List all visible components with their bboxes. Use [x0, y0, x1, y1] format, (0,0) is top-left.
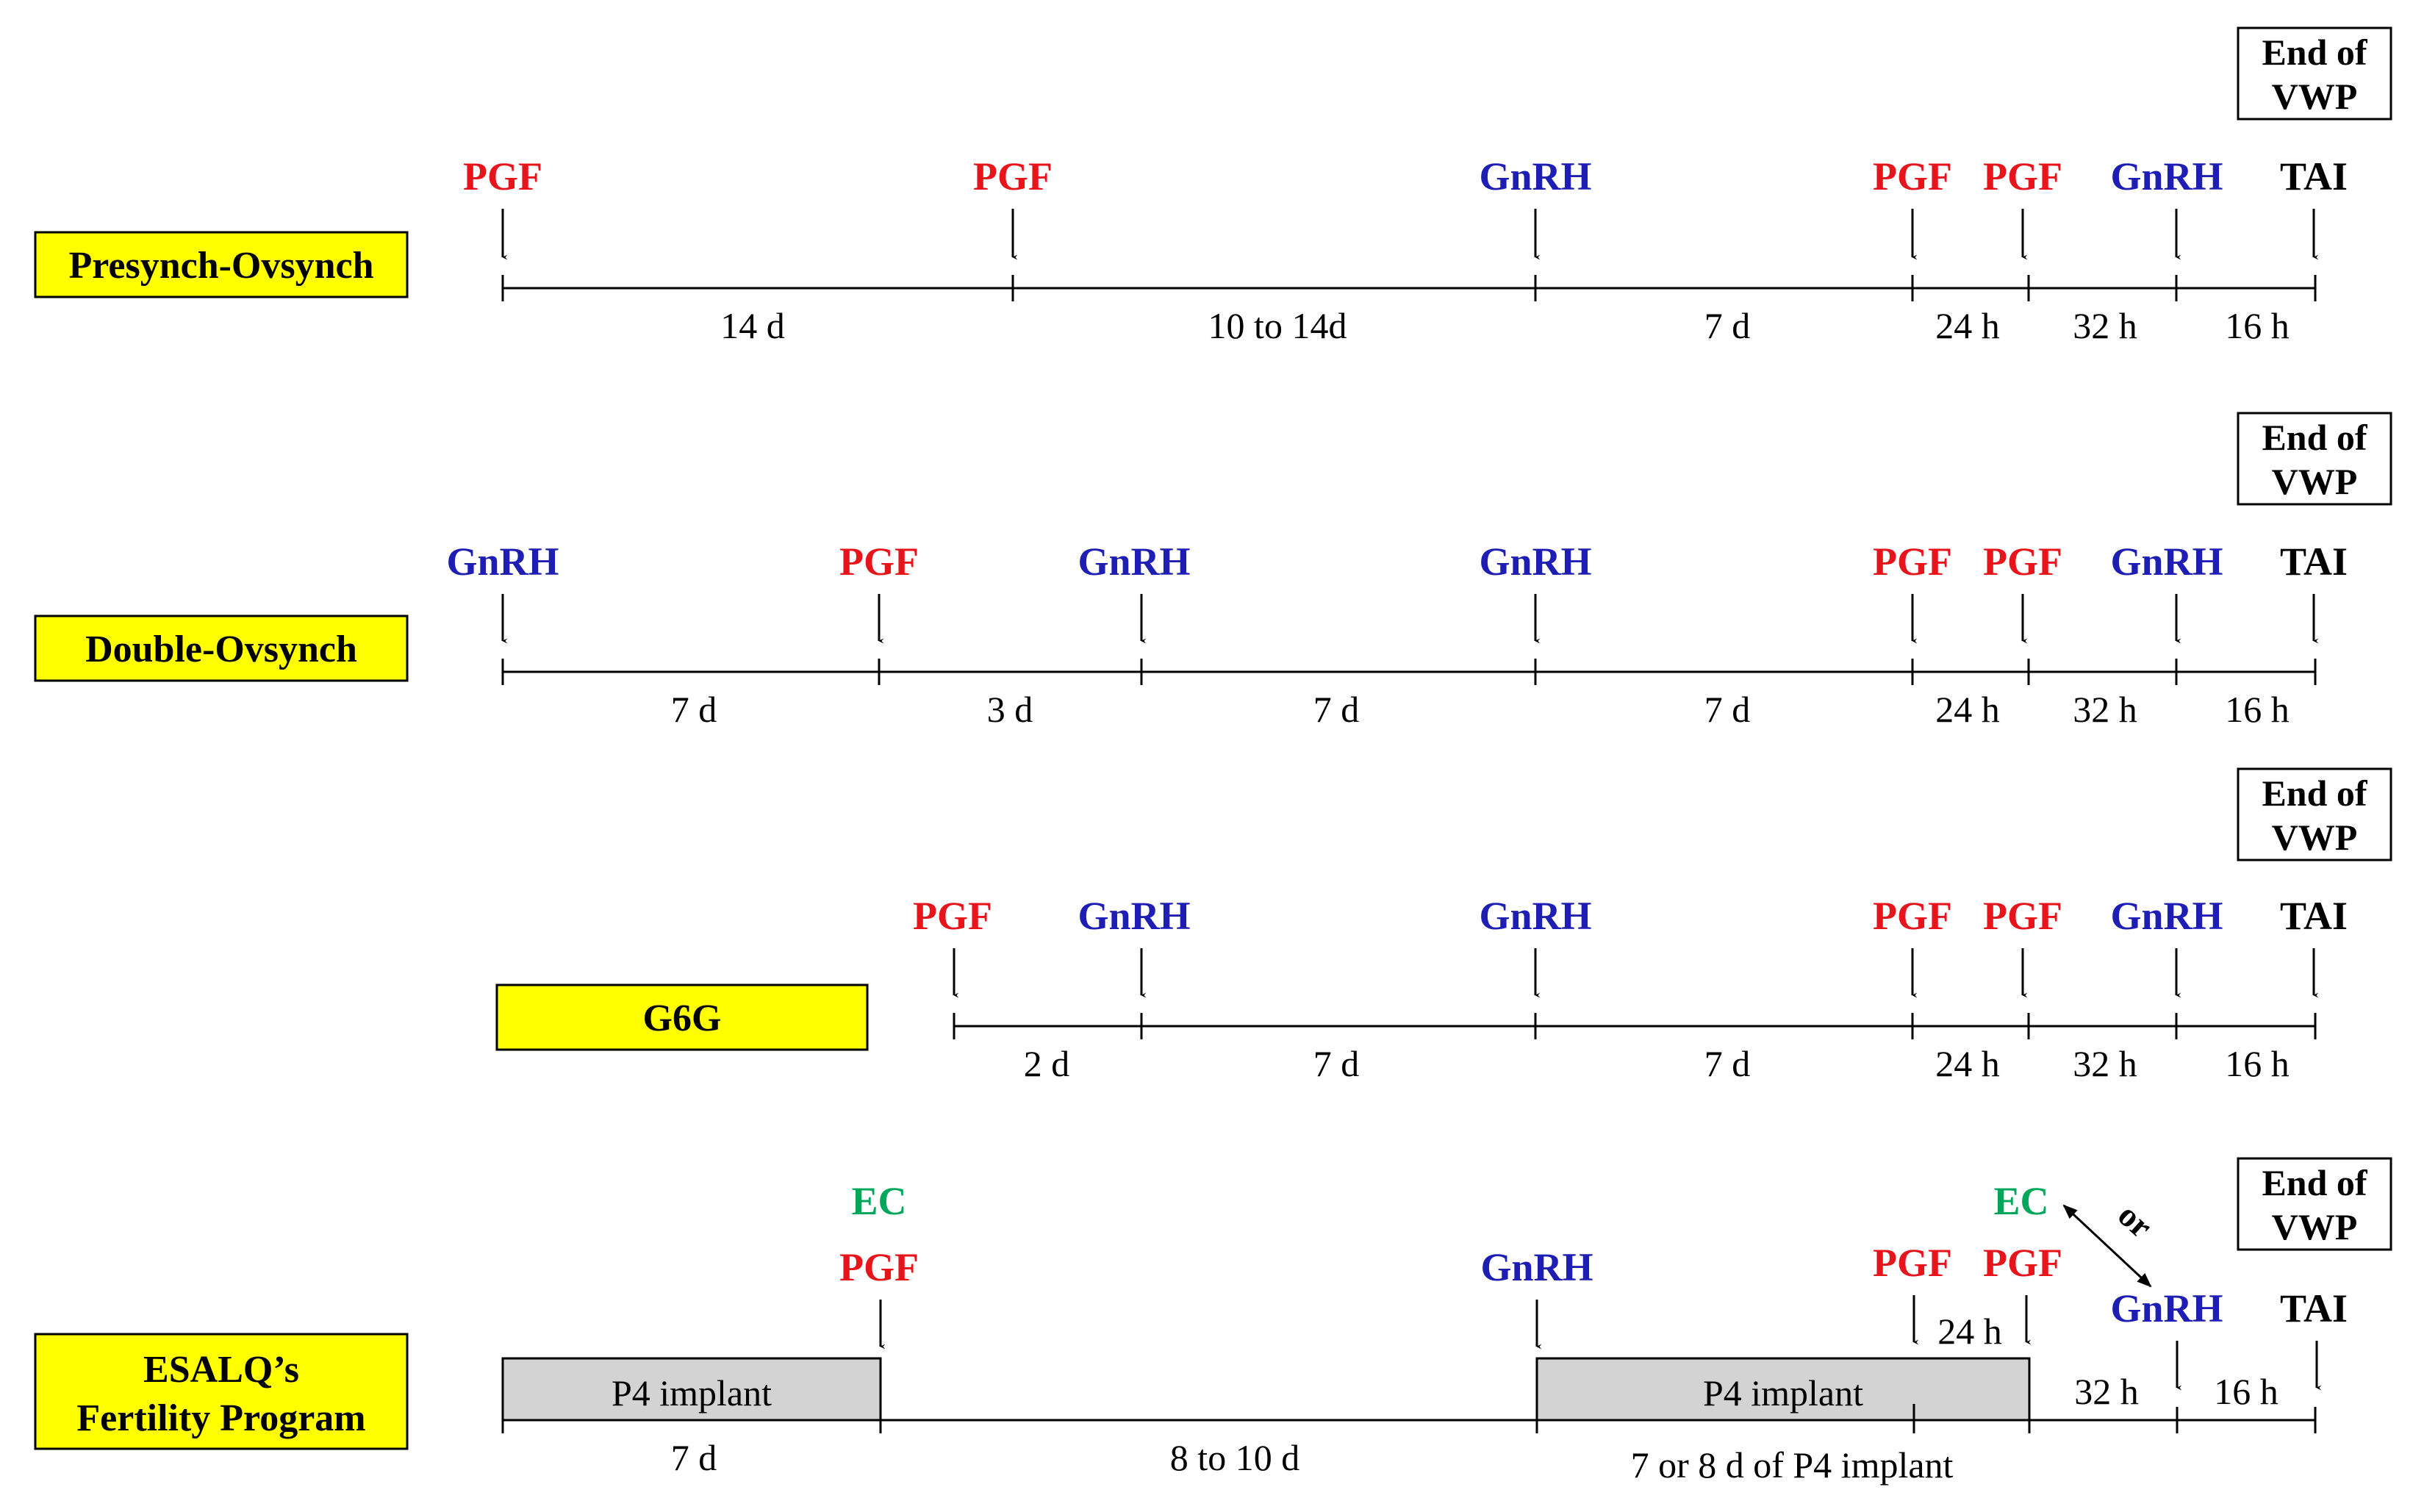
duration-label: 7 d: [1313, 1043, 1360, 1084]
p4-implant-bar: [1535, 1357, 2031, 1422]
p4-implant-label: P4 implant: [1703, 1372, 1863, 1414]
program-label-box: [34, 231, 409, 298]
event-gnrh: GnRH: [1078, 540, 1190, 584]
event-pgf: PGF: [1983, 1241, 2062, 1285]
duration-label: 7 d: [671, 1437, 717, 1478]
timeline-ticks: [501, 275, 2317, 301]
duration-label: 32 h: [2073, 1043, 2137, 1084]
event-pgf: PGF: [1873, 540, 1952, 584]
event-pgf: PGF: [1873, 154, 1952, 198]
event-ec: EC: [851, 1179, 906, 1223]
event-pgf: PGF: [463, 154, 542, 198]
p4-implant-label: P4 implant: [612, 1372, 772, 1414]
event-gnrh: GnRH: [1479, 894, 1591, 938]
program-label-line2: Fertility Program: [76, 1397, 365, 1439]
event-gnrh: GnRH: [2110, 154, 2223, 198]
duration-label: 7 d: [1704, 305, 1751, 346]
end-of-vwp-line1: End of: [2262, 32, 2367, 73]
timeline-ticks: [501, 1404, 2317, 1433]
end-of-vwp-box: [2237, 767, 2392, 861]
duration-label: 7 d: [1313, 689, 1360, 730]
end-of-vwp-line1: End of: [2262, 1162, 2367, 1203]
end-of-vwp-box: [2237, 1157, 2392, 1251]
p4-implant-bar: [501, 1357, 882, 1422]
duration-label-24h: 24 h: [1937, 1311, 2002, 1352]
timeline-ticks: [501, 659, 2317, 685]
event-tai: TAI: [2280, 894, 2348, 938]
end-of-vwp-box: [2237, 26, 2392, 121]
event-pgf: PGF: [913, 894, 992, 938]
program-label-box: [495, 983, 869, 1051]
duration-label-32h: 32 h: [2074, 1371, 2139, 1412]
or-label: or: [2111, 1196, 2159, 1245]
end-of-vwp-box: [2237, 412, 2392, 506]
duration-label: 8 to 10 d: [1170, 1437, 1299, 1478]
program-g6g: G6G End of VWP PGF GnRH GnRH PGF PGF GnR…: [495, 767, 2392, 1084]
duration-label: 24 h: [1935, 305, 2000, 346]
end-of-vwp-line1: End of: [2262, 417, 2367, 458]
event-pgf: PGF: [1983, 540, 2062, 584]
end-of-vwp-line1: End of: [2262, 773, 2367, 814]
end-of-vwp-line2: VWP: [2272, 76, 2358, 117]
duration-label: 24 h: [1935, 1043, 2000, 1084]
event-tai: TAI: [2280, 154, 2348, 198]
program-label-line1: ESALQ’s: [143, 1349, 299, 1391]
program-esalq-fertility: ESALQ’s Fertility Program End of VWP P4 …: [34, 1157, 2392, 1486]
event-gnrh: GnRH: [1479, 154, 1591, 198]
event-tai: TAI: [2280, 1286, 2348, 1330]
end-of-vwp-line2: VWP: [2272, 817, 2358, 858]
event-ec: EC: [1993, 1179, 2048, 1223]
event-pgf: PGF: [839, 540, 919, 584]
event-gnrh: GnRH: [2110, 540, 2223, 584]
duration-label: 16 h: [2225, 305, 2290, 346]
duration-label: 7 or 8 d of P4 implant: [1631, 1444, 1954, 1486]
end-of-vwp-line2: VWP: [2272, 1206, 2358, 1247]
event-pgf: PGF: [839, 1245, 919, 1289]
duration-label: 32 h: [2073, 689, 2137, 730]
duration-label: 7 d: [671, 689, 717, 730]
duration-label: 10 to 14d: [1208, 305, 1347, 346]
end-of-vwp-line2: VWP: [2272, 461, 2358, 502]
event-gnrh: GnRH: [1078, 894, 1190, 938]
program-presynch-ovsynch: Presynch-Ovsynch End of VWP PGF PGF GnRH…: [34, 26, 2392, 346]
duration-label: 3 d: [987, 689, 1033, 730]
duration-label: 24 h: [1935, 689, 2000, 730]
event-pgf: PGF: [1983, 894, 2062, 938]
event-pgf: PGF: [1873, 1241, 1952, 1285]
duration-label: 7 d: [1704, 1043, 1751, 1084]
event-gnrh: GnRH: [2110, 1286, 2223, 1330]
program-label-box: [34, 1333, 409, 1450]
duration-label: 16 h: [2225, 1043, 2290, 1084]
program-label: Presynch-Ovsynch: [68, 245, 373, 287]
event-pgf: PGF: [1873, 894, 1952, 938]
event-pgf: PGF: [1983, 154, 2062, 198]
event-gnrh: GnRH: [2110, 894, 2223, 938]
event-pgf: PGF: [973, 154, 1053, 198]
event-tai: TAI: [2280, 540, 2348, 584]
duration-label: 7 d: [1704, 689, 1751, 730]
event-gnrh: GnRH: [446, 540, 559, 584]
duration-label: 2 d: [1024, 1043, 1070, 1084]
program-label: G6G: [643, 997, 722, 1039]
duration-label: 32 h: [2073, 305, 2137, 346]
timeline-ticks: [953, 1013, 2317, 1039]
program-label: Double-Ovsynch: [85, 628, 357, 670]
event-gnrh: GnRH: [1480, 1245, 1593, 1289]
program-label-box: [34, 615, 409, 682]
duration-label: 16 h: [2225, 689, 2290, 730]
program-double-ovsynch: Double-Ovsynch End of VWP GnRH PGF GnRH …: [34, 412, 2392, 730]
or-double-arrow: [2062, 1204, 2152, 1288]
duration-label-16h: 16 h: [2214, 1371, 2278, 1412]
event-gnrh: GnRH: [1479, 540, 1591, 584]
duration-label: 14 d: [720, 305, 785, 346]
